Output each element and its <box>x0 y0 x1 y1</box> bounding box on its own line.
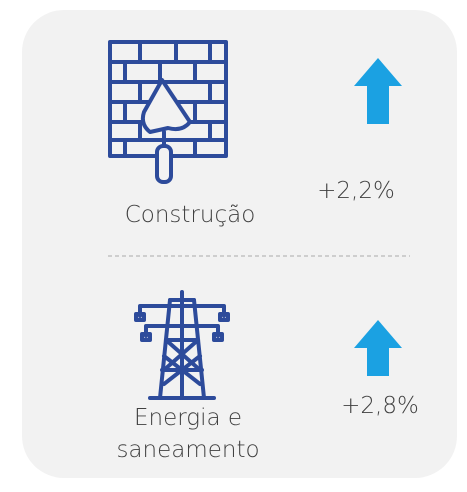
up-arrow <box>354 58 402 124</box>
change-value: +2,2% <box>317 178 395 204</box>
construction-icon <box>108 40 228 184</box>
sector-label: Energia e <box>134 405 242 431</box>
up-arrow <box>354 320 402 376</box>
change-value: +2,8% <box>341 393 419 419</box>
sector-label: saneamento <box>116 437 259 463</box>
card <box>22 10 457 478</box>
energy-icon <box>134 290 230 400</box>
sector-label: Construção <box>125 202 256 228</box>
